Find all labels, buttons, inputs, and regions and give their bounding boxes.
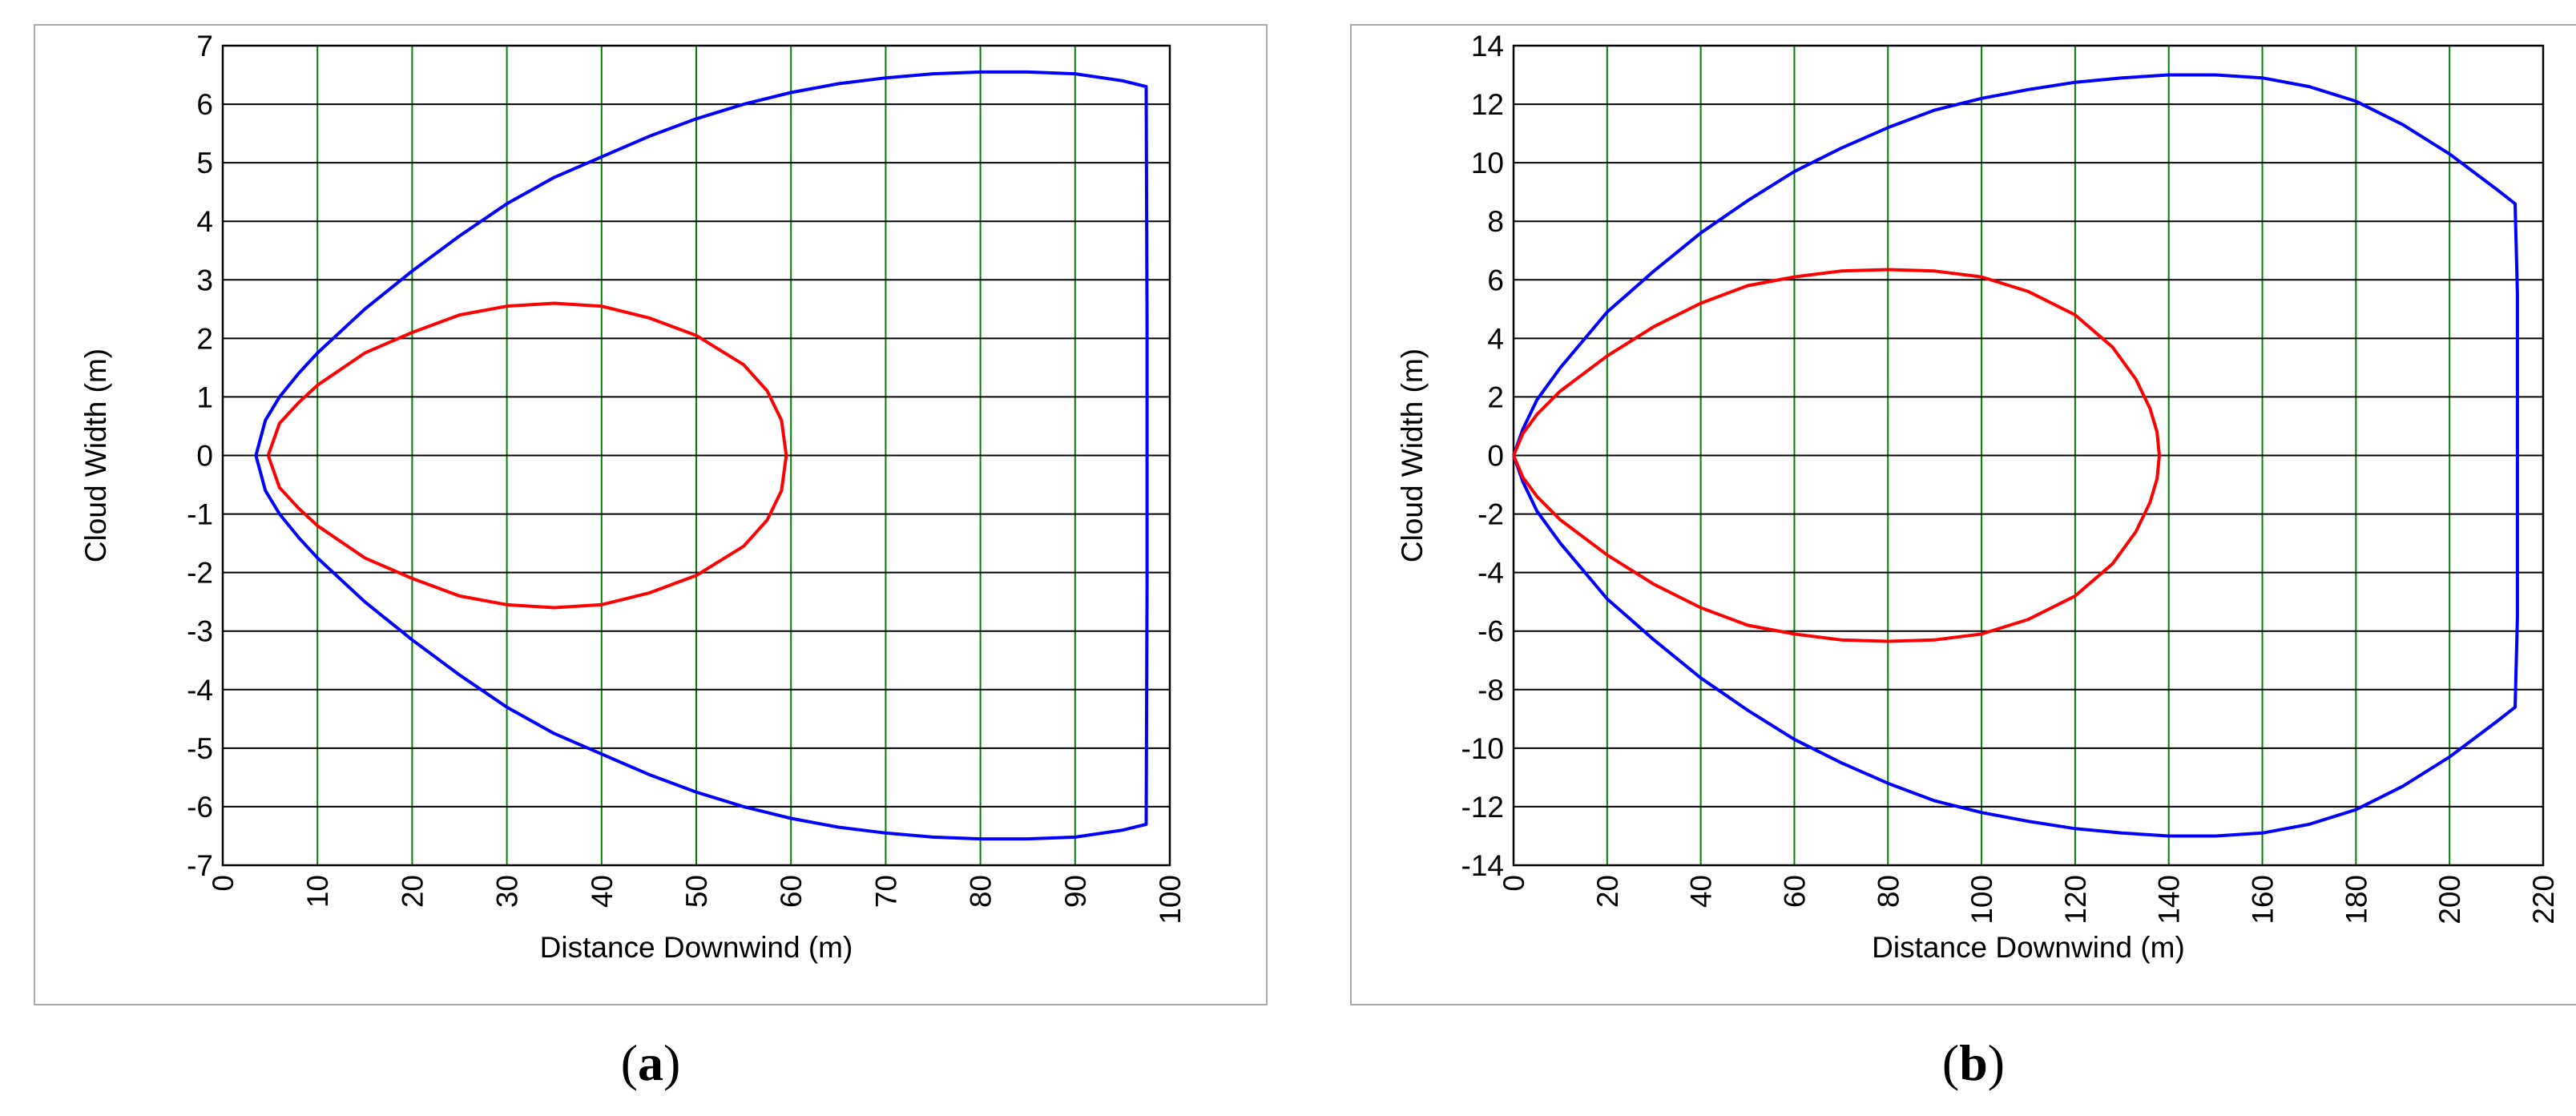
x-tick-label: 120 <box>2059 875 2092 925</box>
x-tick-label: 80 <box>965 875 998 908</box>
y-tick-label: 6 <box>1487 264 1504 296</box>
y-tick-label: -1 <box>187 498 213 531</box>
caption-b-letter: b <box>1959 1034 1988 1091</box>
x-tick-label: 80 <box>1872 875 1905 908</box>
caption-a: (a) <box>620 1034 681 1091</box>
y-tick-label: 1 <box>196 381 213 413</box>
y-tick-label: -6 <box>187 791 213 824</box>
x-tick-label: 50 <box>680 875 713 908</box>
y-tick-label: 12 <box>1471 88 1504 121</box>
y-tick-label: 3 <box>196 264 213 296</box>
chart-panel-b: 14 12 10 8 6 4 2 0 -2 -4 -6 -8 -10 -12 -14 0 20 40 60 80 100… <box>1350 24 2576 1005</box>
x-tick-label: 10 <box>301 875 334 908</box>
y-tick-label: 8 <box>1487 205 1504 238</box>
x-tick-label: 160 <box>2247 875 2280 925</box>
y-tick-label: 5 <box>196 147 213 179</box>
x-tick-label: 0 <box>207 875 240 892</box>
y-tick-label: 6 <box>196 88 213 121</box>
x-tick-label: 220 <box>2527 875 2560 925</box>
y-tick-label: 4 <box>196 205 213 238</box>
y-tick-label: -3 <box>187 615 213 648</box>
x-tick-label: 20 <box>396 875 429 908</box>
caption-b: (b) <box>1941 1034 2006 1091</box>
x-tick-label: 200 <box>2433 875 2466 925</box>
y-tick-label: -4 <box>1477 557 1504 590</box>
x-tick-label: 100 <box>1965 875 1998 925</box>
x-tick-label: 60 <box>1778 875 1811 908</box>
x-tick-label: 100 <box>1154 875 1187 925</box>
y-tick-label: -14 <box>1461 849 1504 882</box>
x-tick-label: 60 <box>775 875 808 908</box>
y-tick-label: 0 <box>196 440 213 473</box>
x-tick-label: 90 <box>1059 875 1092 908</box>
y-tick-label: 2 <box>1487 381 1504 413</box>
inner-contour-line <box>266 301 788 610</box>
x-axis-title: Distance Downwind (m) <box>1872 931 2185 964</box>
x-axis-title: Distance Downwind (m) <box>540 931 853 964</box>
x-tick-label: 30 <box>491 875 524 908</box>
x-tick-label: 140 <box>2153 875 2186 925</box>
x-tick-label: 0 <box>1498 875 1530 892</box>
inner-contour-line <box>1512 268 2161 643</box>
y-tick-label: 2 <box>196 322 213 355</box>
x-tick-label: 70 <box>869 875 902 908</box>
y-tick-label: 7 <box>196 30 213 62</box>
x-tick-label: 180 <box>2340 875 2372 925</box>
y-axis-title: Cloud Width (m) <box>79 348 112 562</box>
y-tick-label: -7 <box>187 849 213 882</box>
x-tick-label: 40 <box>1685 875 1718 908</box>
y-tick-label: -2 <box>187 557 213 590</box>
plot-frame <box>221 44 1171 867</box>
y-tick-label: -10 <box>1461 732 1504 765</box>
x-tick-label: 20 <box>1591 875 1624 908</box>
x-tick-label: 40 <box>586 875 619 908</box>
outer-contour-line <box>1512 73 2519 838</box>
y-tick-label: 4 <box>1487 322 1504 355</box>
y-tick-label: -2 <box>1477 498 1504 531</box>
y-tick-label: -4 <box>187 674 213 707</box>
y-tick-label: -6 <box>1477 615 1504 648</box>
chart-panel-a: 7 6 5 4 3 2 1 0 -1 -2 -3 -4 -5 -6 -7 0 10 20 30 40 50 60 70 80 9… <box>34 24 1268 1005</box>
y-tick-label: 0 <box>1487 440 1504 473</box>
y-tick-label: 10 <box>1471 147 1504 179</box>
y-tick-label: 14 <box>1471 30 1504 62</box>
outer-contour-line <box>254 70 1149 841</box>
y-tick-label: -8 <box>1477 674 1504 707</box>
caption-a-letter: a <box>638 1034 663 1091</box>
y-tick-label: -5 <box>187 732 213 765</box>
y-tick-label: -12 <box>1461 791 1504 824</box>
y-axis-title: Cloud Width (m) <box>1396 348 1429 562</box>
